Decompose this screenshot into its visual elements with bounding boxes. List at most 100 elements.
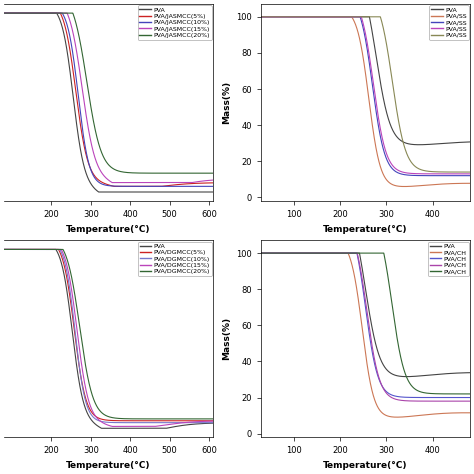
PVA/DGMCC(15%) bbox=[166, 421, 172, 427]
PVA bbox=[206, 189, 211, 195]
PVA/JASMCC(15%) bbox=[96, 165, 102, 171]
PVA/SS bbox=[472, 181, 474, 186]
PVA/SS bbox=[401, 183, 407, 189]
Line: PVA/CH: PVA/CH bbox=[259, 253, 474, 401]
PVA/CH bbox=[465, 395, 471, 401]
PVA/SS bbox=[361, 23, 366, 28]
PVA/SS bbox=[426, 168, 431, 174]
PVA/SS bbox=[361, 27, 366, 33]
PVA/JASMCC(5%) bbox=[166, 182, 172, 188]
PVA/DGMCC(20%) bbox=[212, 416, 218, 422]
PVA/JASMCC(20%) bbox=[166, 170, 172, 176]
PVA/SS bbox=[472, 173, 474, 179]
Line: PVA/CH: PVA/CH bbox=[259, 253, 474, 394]
PVA bbox=[212, 189, 218, 195]
PVA/JASMCC(10%) bbox=[206, 183, 211, 189]
PVA/CH bbox=[361, 286, 366, 292]
PVA bbox=[256, 14, 262, 19]
PVA/CH bbox=[472, 410, 474, 416]
Y-axis label: Mass(%): Mass(%) bbox=[222, 317, 231, 360]
X-axis label: Temperature(°C): Temperature(°C) bbox=[66, 461, 151, 470]
Line: PVA: PVA bbox=[259, 17, 474, 145]
PVA bbox=[206, 420, 211, 426]
PVA/DGMCC(15%) bbox=[9, 246, 14, 252]
PVA/CH bbox=[426, 411, 431, 417]
PVA/JASMCC(20%) bbox=[9, 10, 14, 16]
PVA bbox=[212, 420, 218, 426]
PVA bbox=[267, 14, 273, 19]
PVA bbox=[355, 250, 361, 256]
PVA/SS bbox=[465, 181, 471, 186]
PVA/CH bbox=[267, 250, 273, 256]
PVA bbox=[0, 246, 3, 252]
PVA/CH bbox=[465, 395, 471, 401]
PVA/DGMCC(10%) bbox=[206, 420, 211, 426]
PVA/JASMCC(5%) bbox=[102, 181, 108, 186]
PVA/SS bbox=[256, 14, 262, 19]
PVA/SS bbox=[267, 14, 273, 19]
PVA/DGMCC(5%) bbox=[206, 418, 211, 424]
PVA/SS bbox=[355, 14, 361, 19]
PVA/DGMCC(5%) bbox=[212, 418, 218, 424]
PVA/SS bbox=[361, 14, 366, 19]
PVA/JASMCC(15%) bbox=[166, 180, 172, 185]
PVA/CH bbox=[465, 398, 471, 404]
PVA bbox=[426, 372, 431, 378]
PVA/CH bbox=[472, 395, 474, 401]
X-axis label: Temperature(°C): Temperature(°C) bbox=[323, 225, 408, 234]
Legend: PVA, PVA/JASMCC(5%), PVA/JASMCC(10%), PVA/JASMCC(15%), PVA/JASMCC(20%): PVA, PVA/JASMCC(5%), PVA/JASMCC(10%), PV… bbox=[137, 5, 211, 40]
PVA/SS bbox=[355, 14, 361, 19]
PVA bbox=[472, 139, 474, 145]
PVA/DGMCC(10%) bbox=[9, 246, 14, 252]
PVA/SS bbox=[465, 169, 471, 175]
PVA/DGMCC(5%) bbox=[102, 417, 108, 423]
PVA/DGMCC(20%) bbox=[102, 412, 108, 418]
PVA/CH bbox=[256, 250, 262, 256]
PVA bbox=[0, 10, 3, 16]
PVA/SS bbox=[267, 14, 273, 19]
PVA bbox=[361, 14, 366, 19]
PVA bbox=[361, 275, 366, 281]
PVA bbox=[9, 10, 14, 16]
PVA/SS bbox=[355, 29, 361, 35]
X-axis label: Temperature(°C): Temperature(°C) bbox=[66, 225, 151, 234]
PVA/JASMCC(20%) bbox=[0, 10, 3, 16]
PVA/DGMCC(15%) bbox=[212, 418, 218, 424]
PVA/DGMCC(15%) bbox=[0, 246, 3, 252]
PVA/SS bbox=[472, 171, 474, 177]
PVA bbox=[99, 426, 104, 431]
PVA bbox=[9, 246, 14, 252]
PVA bbox=[355, 14, 361, 19]
Legend: PVA, PVA/CH, PVA/CH, PVA/CH, PVA/CH: PVA, PVA/CH, PVA/CH, PVA/CH, PVA/CH bbox=[428, 242, 469, 276]
PVA/CH bbox=[472, 391, 474, 397]
PVA bbox=[206, 420, 211, 426]
Line: PVA/DGMCC(10%): PVA/DGMCC(10%) bbox=[0, 249, 215, 423]
PVA/JASMCC(20%) bbox=[102, 156, 108, 162]
PVA/JASMCC(10%) bbox=[9, 10, 14, 16]
PVA/SS bbox=[426, 182, 431, 188]
PVA/DGMCC(5%) bbox=[9, 246, 14, 252]
PVA/JASMCC(5%) bbox=[212, 180, 218, 186]
PVA/CH bbox=[394, 414, 400, 420]
Line: PVA/DGMCC(15%): PVA/DGMCC(15%) bbox=[0, 249, 215, 427]
PVA/SS bbox=[426, 171, 431, 177]
PVA/DGMCC(20%) bbox=[166, 416, 172, 422]
PVA/JASMCC(10%) bbox=[212, 183, 218, 189]
PVA/CH bbox=[361, 337, 366, 343]
PVA/DGMCC(10%) bbox=[166, 420, 172, 426]
Line: PVA/JASMCC(10%): PVA/JASMCC(10%) bbox=[0, 13, 215, 186]
PVA/CH bbox=[465, 391, 471, 397]
PVA bbox=[465, 139, 471, 145]
PVA/DGMCC(15%) bbox=[206, 419, 211, 424]
Line: PVA: PVA bbox=[0, 249, 215, 428]
PVA/JASMCC(15%) bbox=[206, 178, 211, 183]
PVA/CH bbox=[267, 250, 273, 256]
PVA/CH bbox=[426, 391, 431, 396]
Line: PVA/JASMCC(5%): PVA/JASMCC(5%) bbox=[0, 13, 215, 186]
PVA/SS bbox=[267, 14, 273, 19]
PVA/JASMCC(15%) bbox=[9, 10, 14, 16]
PVA bbox=[404, 374, 410, 380]
PVA/SS bbox=[256, 14, 262, 19]
PVA/CH bbox=[361, 292, 366, 297]
PVA/SS bbox=[465, 171, 471, 177]
